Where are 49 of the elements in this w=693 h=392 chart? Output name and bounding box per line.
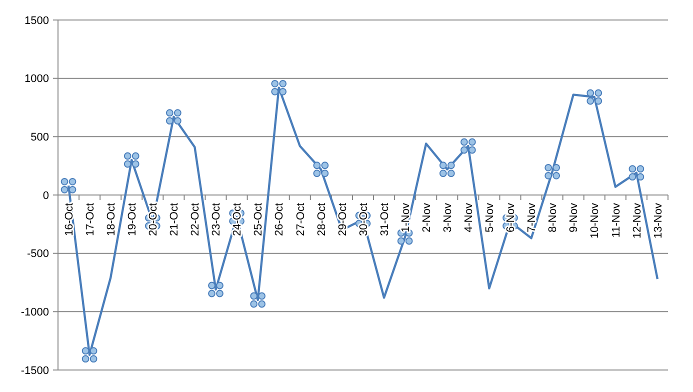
point <box>544 164 560 180</box>
point <box>208 282 224 298</box>
point <box>628 165 644 181</box>
point <box>313 162 329 178</box>
point <box>124 152 140 168</box>
x-tick-label: 30-Oct <box>358 203 370 236</box>
point <box>250 292 266 308</box>
x-tick-label: 23-Oct <box>210 203 223 236</box>
point <box>586 89 602 105</box>
x-tick-label: 10-Nov <box>589 202 602 238</box>
x-tick-label: 7-Nov <box>526 202 538 232</box>
x-tick-label: 22-Oct <box>190 203 202 236</box>
x-tick-label: 31-Oct <box>378 203 391 236</box>
x-tick-label: 1-Nov <box>400 202 412 232</box>
y-tick-label: 500 <box>30 132 49 144</box>
x-tick-label: 21-Oct <box>168 203 181 236</box>
x-tick-label: 16-Oct <box>63 203 76 236</box>
y-tick-label: -500 <box>26 248 49 260</box>
x-tick-label: 3-Nov <box>442 202 454 232</box>
x-tick-label: 25-Oct <box>252 203 265 236</box>
x-tick-label: 19-Oct <box>126 203 138 236</box>
x-tick-label: 13-Nov <box>652 202 664 238</box>
x-tick-label: 18-Oct <box>105 203 118 236</box>
point <box>82 347 98 363</box>
x-tick-label: 12-Nov <box>631 202 644 238</box>
x-tick-label: 9-Nov <box>568 202 580 232</box>
point <box>439 162 455 178</box>
x-tick-label: 2-Nov <box>420 202 433 232</box>
x-tick-label: 20-Oct <box>148 203 160 236</box>
x-tick-label: 8-Nov <box>547 202 560 232</box>
y-tick-label: -1000 <box>20 306 49 319</box>
x-tick-label: 11-Nov <box>610 202 622 238</box>
x-tick-label: 27-Oct <box>294 203 307 236</box>
x-tick-label: 5-Nov <box>484 202 496 232</box>
x-tick-label: 17-Oct <box>84 203 96 236</box>
x-tick-label: 24-Oct <box>232 203 244 236</box>
y-tick-label: 1000 <box>24 73 49 86</box>
point <box>60 178 76 194</box>
point <box>271 80 287 96</box>
point <box>166 109 182 125</box>
x-tick-label: 26-Oct <box>274 203 286 236</box>
x-tick-label: 4-Nov <box>463 202 476 232</box>
y-tick-label: -1500 <box>20 364 49 377</box>
y-tick-label: 0 <box>42 190 49 202</box>
x-tick-label: 6-Nov <box>505 202 518 232</box>
x-tick-label: 28-Oct <box>316 203 328 236</box>
y-tick-label: 1500 <box>24 14 49 27</box>
point <box>460 138 476 154</box>
x-tick-label: 29-Oct <box>336 203 349 236</box>
